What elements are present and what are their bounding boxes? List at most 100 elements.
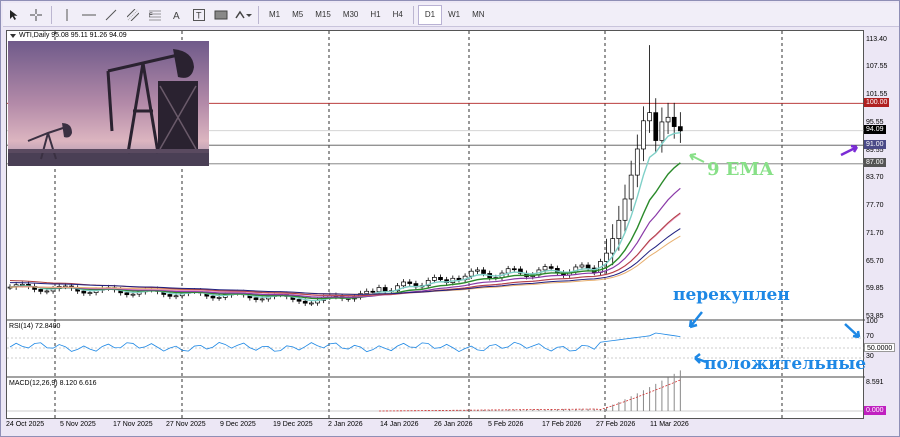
macd-axis-label: 0.000 xyxy=(864,406,886,415)
ema-200-line xyxy=(9,228,681,295)
candle-body xyxy=(167,294,173,297)
toolbar-separator xyxy=(258,5,259,24)
toolbar-separator xyxy=(51,5,52,24)
candle-body xyxy=(124,292,130,296)
timeframe-mn[interactable]: MN xyxy=(472,10,485,19)
timeframe-m1[interactable]: M1 xyxy=(269,10,281,19)
candle-body xyxy=(610,238,616,254)
arrow-shapes-icon[interactable] xyxy=(232,5,254,25)
candle-body xyxy=(130,293,136,296)
candle-body xyxy=(253,297,259,300)
candle-body xyxy=(376,287,382,292)
oil-pumpjack-image xyxy=(8,41,209,166)
price-axis-label: 95.55 xyxy=(866,119,884,127)
fibonacci-icon[interactable]: F xyxy=(144,5,166,25)
candle-body xyxy=(579,264,585,268)
svg-text:A: A xyxy=(173,11,180,21)
macd-axis-label: 8.591 xyxy=(866,379,884,387)
price-axis-label: 83.70 xyxy=(866,174,884,182)
candle-body xyxy=(622,198,628,221)
rsi-level-arrow xyxy=(844,323,861,339)
candle-body xyxy=(44,290,50,293)
text-icon[interactable]: A xyxy=(166,5,188,25)
crosshair-icon[interactable] xyxy=(25,5,47,25)
timeframe-d1[interactable]: D1 xyxy=(417,4,443,25)
price-axis-label: 59.85 xyxy=(866,285,884,293)
toolbar-separator xyxy=(412,5,414,24)
time-axis-label: 5 Feb 2026 xyxy=(488,421,524,428)
candle-body xyxy=(511,268,517,271)
text-label-icon[interactable]: T xyxy=(188,5,210,25)
candle-body xyxy=(665,116,671,123)
channel-icon[interactable] xyxy=(122,5,144,25)
timeframe-m5[interactable]: M5 xyxy=(292,10,304,19)
candle-body xyxy=(616,219,622,239)
rsi-header: RSI(14) 72.8400 xyxy=(9,323,61,330)
candle-body xyxy=(425,280,431,287)
svg-text:T: T xyxy=(196,10,202,20)
time-axis-label: 19 Dec 2025 xyxy=(273,421,313,428)
candle-body xyxy=(302,300,308,304)
candle-body xyxy=(641,120,646,150)
candle-body xyxy=(432,276,437,281)
candle-body xyxy=(475,269,480,272)
ema-annotation: 9 EMA xyxy=(707,159,774,180)
time-axis-label: 14 Jan 2026 xyxy=(380,421,419,428)
rectangle-icon[interactable] xyxy=(210,5,232,25)
candle-body xyxy=(370,290,376,293)
candle-body xyxy=(634,148,640,176)
time-axis-label: 27 Feb 2026 xyxy=(596,421,636,428)
chart-toolbar: F A T M1 M5 M15 M30 H1 H4 D1 W1 MN xyxy=(3,3,899,27)
time-axis-label: 5 Nov 2025 xyxy=(60,421,96,428)
timeframe-h1[interactable]: H1 xyxy=(370,10,381,19)
candle-body xyxy=(677,126,683,132)
ema-annotation-arrow xyxy=(689,153,705,163)
candle-body xyxy=(647,112,652,122)
chart-canvas xyxy=(7,31,865,420)
overbought-arrow xyxy=(688,311,703,329)
candle-body xyxy=(585,264,591,269)
timeframe-m30[interactable]: M30 xyxy=(342,10,359,19)
price-axis: 113.40 107.55 101.55 95.55 89.55 83.70 77.70 71… xyxy=(864,30,900,419)
cursor-icon[interactable] xyxy=(3,5,25,25)
horizontal-line-icon[interactable] xyxy=(78,5,100,25)
candle-body xyxy=(518,268,523,274)
candle-body xyxy=(81,290,87,294)
time-axis-label: 11 Mar 2026 xyxy=(650,421,689,428)
timeframe-m15[interactable]: M15 xyxy=(315,10,331,19)
macd-header: MACD(12,26,9) 8.120 6.616 xyxy=(9,380,97,387)
candle-body xyxy=(210,295,216,299)
macd-signal-line xyxy=(378,379,681,412)
price-axis-label: 89.55 xyxy=(866,146,884,154)
time-axis: 24 Oct 2025 5 Nov 2025 17 Nov 2025 27 Nov 2… xyxy=(6,419,864,433)
timeframe-w1[interactable]: W1 xyxy=(448,10,461,19)
price-chart[interactable]: WTI,Daily 95.08 95.11 91.26 94.09 RSI(14… xyxy=(6,30,866,420)
price-axis-label: 71.70 xyxy=(866,229,884,237)
rsi-line xyxy=(9,332,681,353)
price-tag: 87.00 xyxy=(864,158,886,168)
candle-body xyxy=(407,281,413,284)
candle-body xyxy=(87,292,93,294)
level-91-arrow xyxy=(840,144,859,157)
price-axis-label: 65.70 xyxy=(866,257,884,265)
time-axis-label: 24 Oct 2025 xyxy=(6,421,45,428)
ema-144-line xyxy=(9,212,681,297)
rsi-axis-label: 30 xyxy=(866,353,874,360)
rsi-axis-label: 50.0000 xyxy=(864,343,896,352)
candle-body xyxy=(628,174,634,200)
candle-body xyxy=(395,285,400,292)
timeframe-h4[interactable]: H4 xyxy=(392,10,403,19)
trendline-icon[interactable] xyxy=(100,5,122,25)
time-axis-label: 17 Feb 2026 xyxy=(542,421,582,428)
price-tag: 91.00 xyxy=(864,139,886,149)
candle-body xyxy=(401,281,406,287)
oil-rig-photo xyxy=(8,41,209,166)
chart-menu-icon[interactable] xyxy=(10,34,16,39)
candle-body xyxy=(309,302,314,305)
vertical-line-icon[interactable] xyxy=(56,5,78,25)
price-axis-label: 107.55 xyxy=(866,63,888,71)
candle-body xyxy=(671,116,677,127)
candle-body xyxy=(173,295,179,298)
price-tag: 94.09 xyxy=(864,125,886,135)
